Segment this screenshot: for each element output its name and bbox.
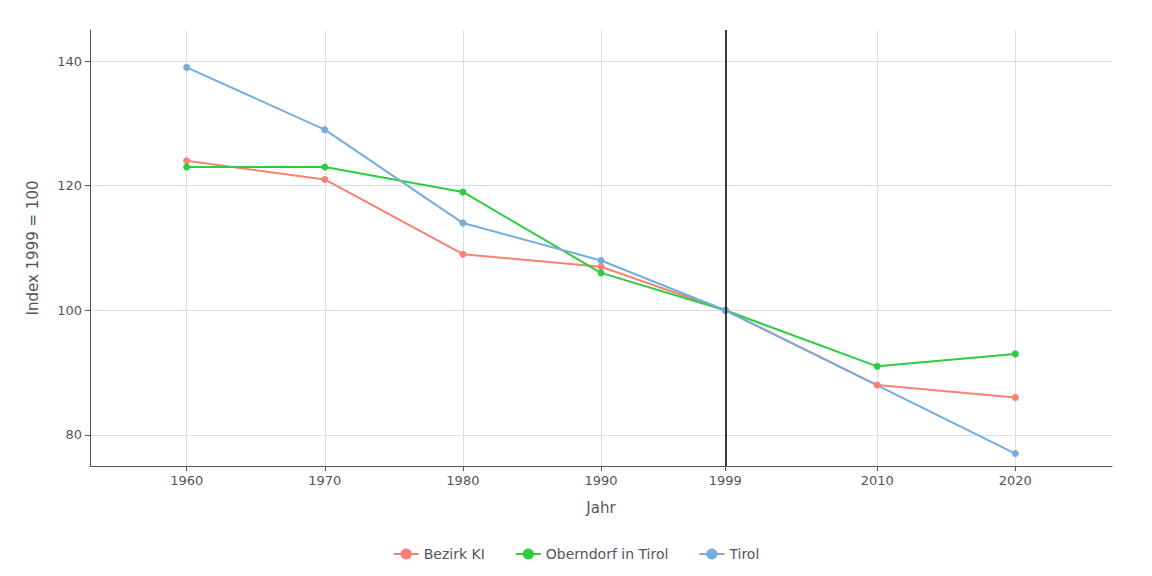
svg-text:80: 80 [65,427,82,442]
svg-text:Jahr: Jahr [585,499,616,517]
svg-text:Index 1999 = 100: Index 1999 = 100 [24,181,42,316]
svg-text:Bezirk KI: Bezirk KI [424,546,485,562]
svg-text:100: 100 [57,303,82,318]
svg-text:1999: 1999 [709,473,742,488]
svg-text:Oberndorf in Tirol: Oberndorf in Tirol [546,546,669,562]
svg-text:1960: 1960 [170,473,203,488]
svg-text:Tirol: Tirol [728,546,759,562]
svg-text:2010: 2010 [861,473,894,488]
svg-text:120: 120 [57,178,82,193]
svg-text:1990: 1990 [584,473,617,488]
svg-text:1980: 1980 [446,473,479,488]
svg-text:2020: 2020 [999,473,1032,488]
svg-text:1970: 1970 [308,473,341,488]
svg-text:140: 140 [57,54,82,69]
